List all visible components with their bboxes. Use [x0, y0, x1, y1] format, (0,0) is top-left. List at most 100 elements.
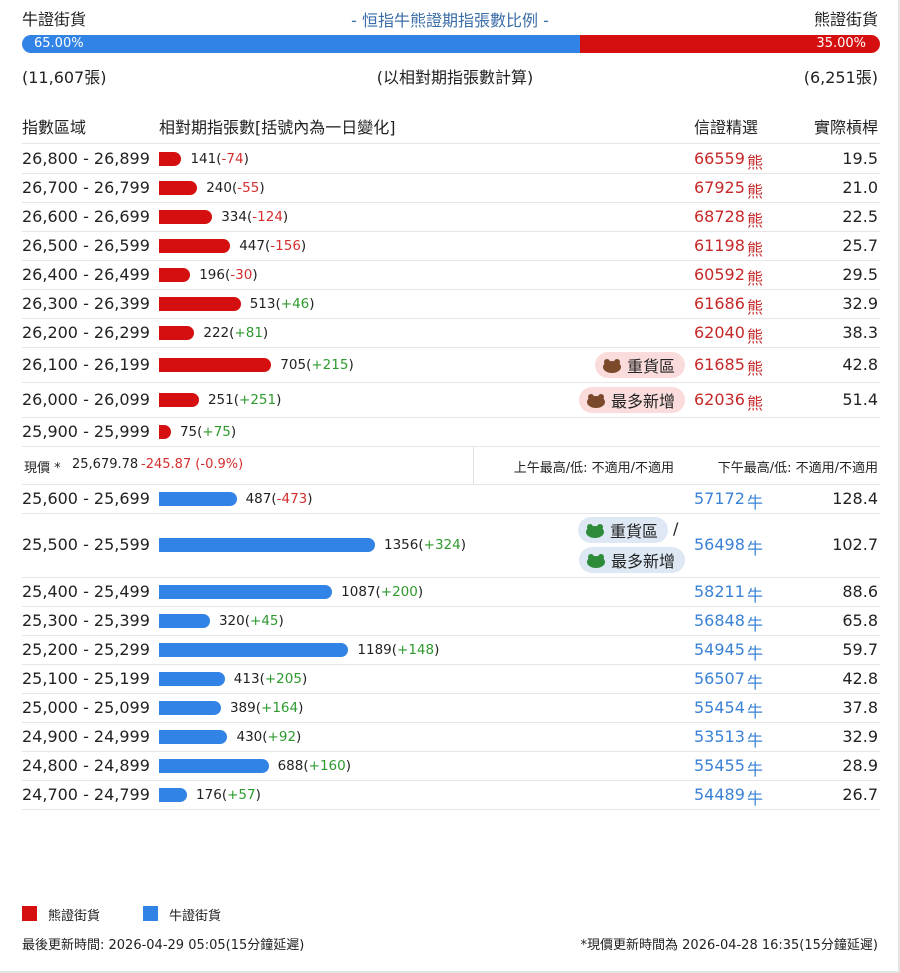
count-bar	[159, 325, 195, 340]
pick-side: 熊	[747, 393, 764, 413]
am-range: 上午最高/低: 不適用/不適用	[513, 461, 674, 476]
price-value: 25,679.78	[72, 457, 139, 472]
leverage: 65.8	[842, 610, 878, 630]
count-label: 413+205	[234, 671, 307, 687]
count-label: 1356+324	[384, 537, 466, 553]
count-label: 141-74	[190, 151, 248, 167]
footer-price-updated: *現價更新時間為 2026-04-28 16:35(15分鐘延遲)	[580, 938, 878, 953]
count-bar	[159, 357, 272, 372]
change: +160	[303, 758, 351, 774]
leverage: 32.9	[842, 726, 878, 746]
pick-side: 熊	[747, 210, 764, 230]
count: 513	[249, 295, 276, 312]
change: -55	[232, 180, 265, 196]
count-bar	[159, 209, 213, 224]
leverage: 22.5	[842, 206, 878, 226]
change: +57	[222, 787, 261, 803]
range: 24,900 - 24,999	[22, 726, 150, 746]
pm-range: 下午最高/低: 不適用/不適用	[717, 461, 878, 476]
count-bar	[159, 729, 228, 744]
count: 75	[179, 423, 198, 440]
range: 26,300 - 26,399	[22, 293, 150, 313]
pick-code: 60592	[694, 264, 745, 284]
range: 26,500 - 26,599	[22, 235, 150, 255]
badge-text: 重貨區	[626, 356, 675, 376]
pick-side: 牛	[747, 701, 764, 721]
change: +148	[392, 642, 440, 658]
change: +324	[418, 537, 466, 553]
change: +75	[197, 424, 236, 440]
count-bar	[159, 584, 333, 599]
count-label: 1087+200	[341, 584, 423, 600]
change: -124	[247, 209, 288, 225]
pick-side: 熊	[747, 181, 764, 201]
change: -30	[225, 267, 258, 283]
change: +205	[260, 671, 308, 687]
pick-side: 牛	[747, 585, 764, 605]
change: -473	[271, 491, 312, 507]
badge-icon	[585, 524, 604, 538]
count-bar	[159, 787, 188, 802]
leverage: 51.4	[842, 389, 878, 409]
price-label: 現價 *	[24, 461, 61, 476]
count: 447	[239, 237, 265, 254]
count: 320	[218, 612, 245, 629]
row-divider	[22, 143, 880, 144]
leverage: 26.7	[842, 784, 878, 804]
pick-side: 牛	[747, 643, 764, 663]
count-bar	[159, 758, 269, 773]
pick-code: 56848	[694, 610, 745, 630]
pick-side: 牛	[747, 730, 764, 750]
badge-text: 最多新增	[610, 391, 675, 411]
count-label: 389+164	[230, 700, 303, 716]
count: 487	[245, 490, 272, 507]
bear-share-label: 35.00%	[816, 36, 866, 51]
pick-side: 熊	[747, 152, 764, 172]
note: (以相對期指張數計算)	[376, 68, 534, 87]
change: +251	[234, 392, 282, 408]
col-header: 實際槓桿	[813, 118, 878, 137]
pick-code: 56498	[694, 535, 745, 554]
pick-side: 牛	[747, 759, 764, 779]
row-divider	[22, 347, 880, 348]
count-label: 222+81	[203, 325, 268, 341]
range: 25,900 - 25,999	[22, 421, 150, 441]
leverage: 21.0	[842, 177, 878, 197]
row-divider	[22, 722, 880, 723]
count-bar	[159, 151, 182, 166]
pick-code: 56507	[694, 668, 745, 688]
pick-code: 61686	[694, 293, 745, 313]
count: 196	[199, 266, 225, 283]
count-bar	[159, 642, 349, 657]
count-label: 1189+148	[357, 642, 439, 658]
count: 430	[236, 728, 263, 745]
pick-side: 熊	[747, 268, 764, 288]
pick-side: 熊	[747, 358, 764, 378]
count-label: 447-156	[239, 238, 306, 254]
row-divider	[22, 809, 880, 810]
badge-text: 重貨區	[609, 522, 658, 541]
change: +164	[256, 700, 304, 716]
count-bar	[159, 267, 191, 282]
badge-icon	[602, 358, 621, 373]
row-divider	[22, 202, 880, 203]
range: 26,100 - 26,199	[22, 354, 150, 374]
leverage: 29.5	[842, 264, 878, 284]
count-label: 705+215	[280, 357, 353, 373]
pick-side: 牛	[747, 614, 764, 634]
change: +46	[275, 296, 314, 312]
badge: 最多新增	[578, 386, 685, 413]
count-bar	[159, 238, 231, 253]
leverage: 102.7	[832, 535, 878, 554]
pick-side: 牛	[747, 788, 764, 808]
badge-text: 最多新增	[610, 552, 675, 571]
count: 251	[207, 391, 234, 408]
range: 25,100 - 25,199	[22, 668, 150, 688]
row-divider	[22, 484, 880, 485]
count-label: 430+92	[236, 729, 301, 745]
count: 688	[277, 757, 304, 774]
badge: 最多新增	[578, 547, 685, 573]
pick-code: 54945	[694, 639, 745, 659]
change: +45	[245, 613, 284, 629]
